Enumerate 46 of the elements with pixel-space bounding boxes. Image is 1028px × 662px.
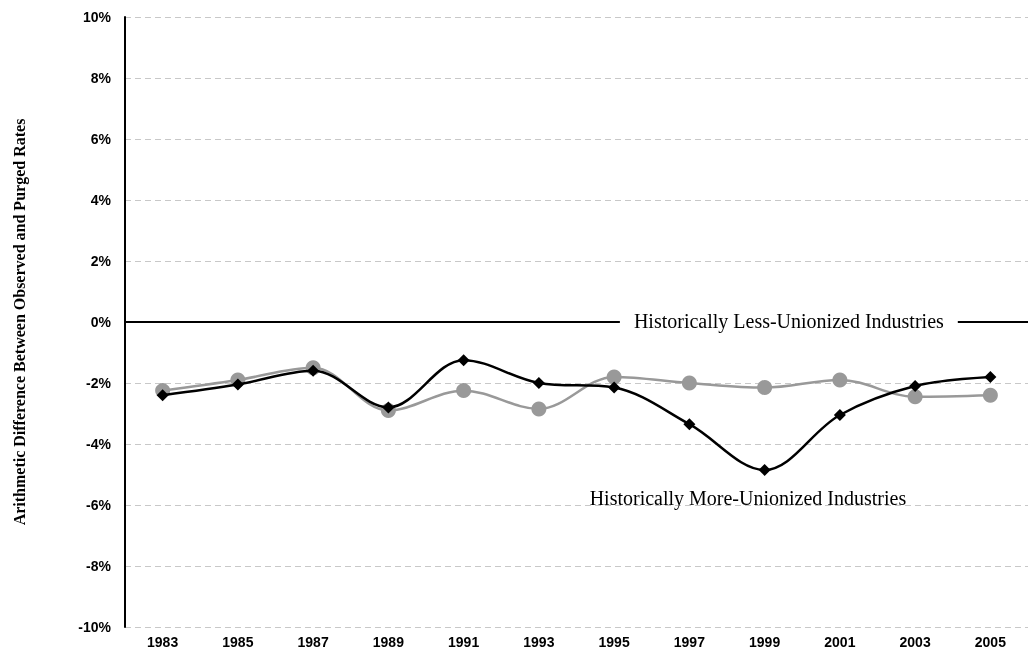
y-tick-label: -10% (78, 619, 112, 635)
point (832, 372, 848, 388)
point (758, 463, 771, 476)
point (457, 354, 470, 367)
point (382, 401, 395, 414)
y-tick-label: 4% (90, 192, 112, 208)
point (606, 369, 622, 385)
point (532, 377, 545, 389)
x-tick-label: 1991 (448, 634, 480, 650)
point (982, 387, 998, 403)
y-tick-label: -6% (86, 497, 112, 513)
y-tick-label: -2% (86, 375, 112, 391)
point (456, 383, 472, 399)
point (909, 380, 922, 393)
point (307, 364, 320, 377)
x-tick-label: 2005 (974, 634, 1007, 650)
point (833, 409, 846, 422)
point (681, 375, 697, 391)
x-tick-label: 1983 (147, 634, 179, 650)
y-tick-label: 2% (90, 253, 112, 269)
x-tick-label: 1995 (598, 634, 630, 650)
point (757, 380, 773, 396)
x-tick-label: 1985 (222, 634, 254, 650)
point (156, 389, 169, 402)
point (984, 370, 997, 383)
y-tick-label: 6% (90, 131, 112, 147)
y-tick-label: 0% (90, 314, 112, 330)
x-tick-label: 2001 (824, 634, 856, 650)
text: Historically Less-Unionized Industries (633, 310, 945, 333)
point (683, 418, 696, 431)
x-tick-label: 1997 (673, 634, 706, 650)
x-tick-label: 1999 (749, 634, 781, 650)
point (907, 389, 923, 405)
y-axis-title: Arithmetic Difference Between Observed and Purged Rates (10, 118, 29, 526)
x-tick-label: 1987 (297, 634, 329, 650)
series-label: Historically More-Unionized Industries (589, 486, 907, 510)
x-tick-label: 1989 (372, 634, 405, 650)
point (531, 401, 547, 417)
x-tick-label: 2003 (899, 634, 931, 650)
y-tick-label: -4% (86, 436, 112, 452)
y-tick-label: 10% (82, 9, 112, 25)
y-tick-label: 8% (90, 70, 112, 86)
point (231, 378, 244, 391)
x-tick-label: 1993 (523, 634, 555, 650)
y-tick-label: -8% (86, 558, 112, 574)
point (608, 381, 621, 394)
